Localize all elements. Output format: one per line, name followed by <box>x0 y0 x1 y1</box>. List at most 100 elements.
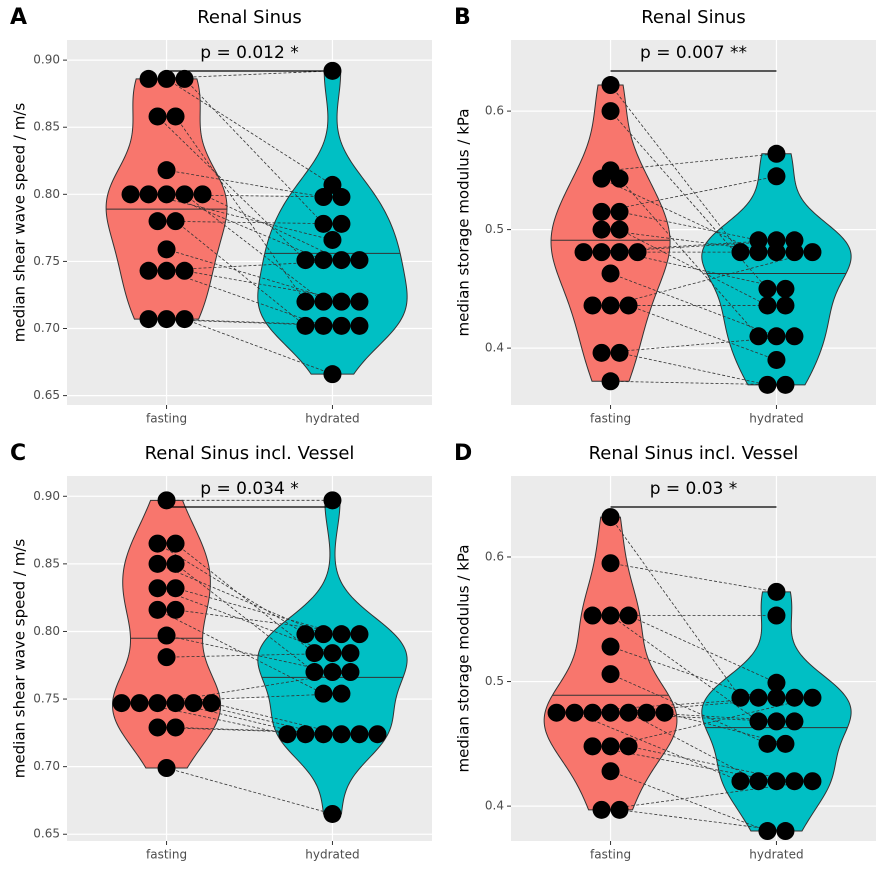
dot <box>350 292 369 311</box>
dot <box>776 375 795 394</box>
dot <box>758 296 777 315</box>
y-tick-label: 0.80 <box>33 624 60 638</box>
dot <box>332 214 351 233</box>
dot <box>767 673 786 692</box>
dot <box>350 725 369 744</box>
dot <box>157 626 176 645</box>
dot <box>139 185 158 204</box>
dot <box>592 202 611 221</box>
violin <box>543 516 678 811</box>
dot <box>350 625 369 644</box>
pair-line <box>619 211 759 241</box>
y-tick-label: 0.80 <box>33 187 60 201</box>
dot <box>610 220 629 239</box>
dot <box>601 737 620 756</box>
dot <box>323 804 342 823</box>
dot <box>202 694 221 713</box>
p-value: p = 0.007 ** <box>640 43 747 63</box>
dot <box>296 251 315 270</box>
dot <box>785 327 804 346</box>
dot <box>139 261 158 280</box>
dot <box>323 491 342 510</box>
x-tick-label: fasting <box>146 848 187 862</box>
dot <box>592 243 611 262</box>
dot <box>314 725 333 744</box>
y-tick-label: 0.6 <box>485 104 504 118</box>
dot <box>175 185 194 204</box>
x-tick-label: hydrated <box>749 412 803 426</box>
dot <box>157 759 176 777</box>
pair-line <box>610 770 768 832</box>
dot <box>166 212 185 231</box>
pair-line <box>175 727 378 735</box>
dot <box>776 734 795 753</box>
pair-line <box>157 116 306 261</box>
dot <box>767 712 786 731</box>
pair-line <box>157 727 360 735</box>
dot <box>803 772 822 791</box>
pair-line <box>628 305 777 361</box>
pair-line <box>610 673 768 745</box>
dot <box>592 169 611 188</box>
dot <box>148 212 167 231</box>
dot <box>166 107 185 126</box>
pair-line <box>148 193 333 241</box>
dot <box>314 316 333 335</box>
pair-line <box>619 352 768 386</box>
p-value: p = 0.034 * <box>200 479 298 499</box>
pair-line <box>619 229 768 306</box>
dot <box>139 310 158 329</box>
pair-line <box>619 251 786 290</box>
dot <box>637 703 656 722</box>
y-tick-label: 0.4 <box>485 341 504 355</box>
dot <box>350 251 369 270</box>
dot <box>758 375 777 394</box>
dot <box>323 230 342 249</box>
dot <box>601 264 620 283</box>
dot <box>767 772 786 791</box>
dot <box>592 800 611 819</box>
dot <box>157 185 176 204</box>
dot <box>619 703 638 722</box>
dot <box>583 737 602 756</box>
dot <box>785 712 804 731</box>
dot <box>314 292 333 311</box>
dot <box>731 772 750 791</box>
dot <box>601 508 620 527</box>
violin <box>701 153 852 386</box>
dot <box>583 296 602 315</box>
dot <box>157 161 176 180</box>
dot <box>296 316 315 335</box>
pair-line <box>619 178 759 337</box>
dot <box>601 703 620 722</box>
pair-line <box>628 712 759 782</box>
dot <box>583 703 602 722</box>
y-tick-label: 0.75 <box>33 692 60 706</box>
pair-line <box>184 318 333 375</box>
pair-line <box>601 178 759 253</box>
x-tick-label: fasting <box>146 412 187 426</box>
dot <box>278 725 297 744</box>
dot <box>767 144 786 163</box>
dot <box>148 694 167 713</box>
dot <box>619 606 638 625</box>
dot <box>175 261 194 280</box>
panel-label: A <box>10 5 27 30</box>
pair-line <box>610 153 777 171</box>
x-tick-label: fasting <box>590 412 631 426</box>
pair-line <box>628 745 795 782</box>
pair-line <box>166 169 324 198</box>
dot <box>166 600 185 619</box>
dot <box>166 579 185 598</box>
dot <box>166 718 185 737</box>
pair-line <box>175 116 306 302</box>
pair-line <box>202 193 342 261</box>
dot <box>785 243 804 262</box>
y-tick-label: 0.90 <box>33 53 60 67</box>
y-axis-title: median storage modulus / kPa <box>455 545 473 773</box>
pair-line <box>175 220 306 327</box>
pair-line <box>157 563 324 635</box>
dot <box>314 251 333 270</box>
dot <box>296 625 315 644</box>
dot <box>296 725 315 744</box>
